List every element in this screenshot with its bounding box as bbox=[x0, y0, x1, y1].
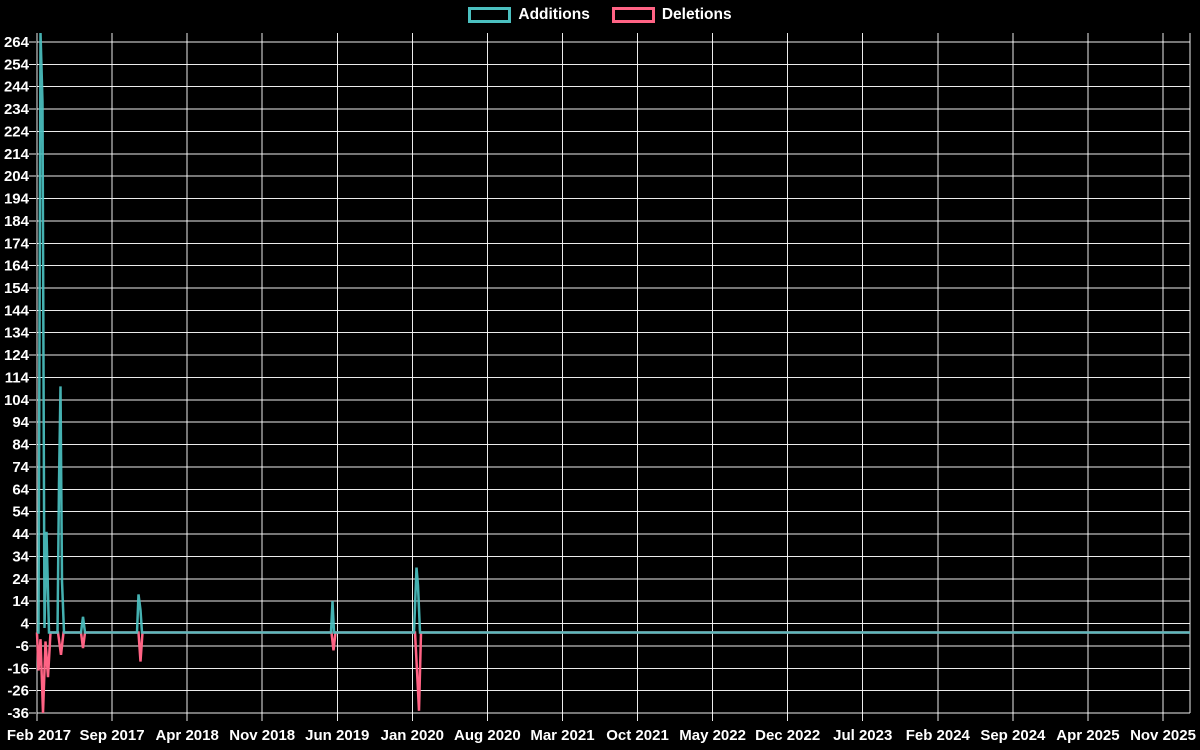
x-tick-label: Jan 2020 bbox=[381, 727, 444, 744]
y-tick-label: 74 bbox=[12, 459, 29, 476]
legend-label-deletions: Deletions bbox=[661, 6, 732, 24]
additions-swatch-icon bbox=[468, 7, 512, 23]
y-tick-label: 64 bbox=[12, 481, 29, 498]
y-tick-label: 164 bbox=[4, 258, 30, 275]
y-tick-label: -36 bbox=[7, 705, 29, 722]
y-tick-label: -16 bbox=[7, 660, 29, 677]
y-tick-label: 214 bbox=[4, 146, 30, 163]
x-tick-label: Feb 2024 bbox=[906, 727, 971, 744]
additions-line bbox=[37, 32, 1190, 634]
x-tick-label: Jul 2023 bbox=[833, 727, 892, 744]
y-tick-label: 134 bbox=[4, 325, 30, 342]
y-tick-label: 224 bbox=[4, 123, 30, 140]
x-axis: Feb 2017 Sep 2017 Apr 2018 Nov 2018 Jun 2019… bbox=[7, 713, 1196, 744]
y-tick-label: 244 bbox=[4, 79, 30, 96]
data-series bbox=[35, 32, 1190, 714]
y-tick-label: 4 bbox=[21, 616, 30, 633]
y-tick-label: 104 bbox=[4, 392, 30, 409]
x-tick-label: Apr 2018 bbox=[155, 727, 218, 744]
x-tick-label: Dec 2022 bbox=[755, 727, 820, 744]
x-tick-label: Nov 2018 bbox=[229, 727, 295, 744]
y-tick-label: 34 bbox=[12, 548, 29, 565]
y-tick-label: 24 bbox=[12, 571, 29, 588]
x-tick-label: May 2022 bbox=[679, 727, 746, 744]
x-tick-label: Jun 2019 bbox=[305, 727, 369, 744]
x-tick-label: Nov 2025 bbox=[1130, 727, 1196, 744]
legend-label-additions: Additions bbox=[518, 6, 590, 24]
y-tick-label: 254 bbox=[4, 56, 30, 73]
y-tick-label: 94 bbox=[12, 414, 29, 431]
y-tick-label: 184 bbox=[4, 213, 30, 230]
grid-lines bbox=[36, 33, 1191, 714]
legend-item-deletions[interactable]: Deletions bbox=[611, 6, 732, 24]
y-tick-label: 84 bbox=[12, 437, 29, 454]
legend-item-additions[interactable]: Additions bbox=[468, 6, 590, 24]
y-tick-label: 114 bbox=[5, 369, 30, 386]
y-tick-label: 124 bbox=[4, 347, 30, 364]
y-tick-label: 154 bbox=[4, 280, 30, 297]
x-tick-label: Oct 2021 bbox=[606, 727, 669, 744]
y-tick-label: 194 bbox=[4, 191, 30, 208]
x-tick-label: Sep 2017 bbox=[80, 727, 145, 744]
y-tick-label: -6 bbox=[16, 638, 29, 655]
x-tick-label: Sep 2024 bbox=[980, 727, 1046, 744]
y-tick-label: -26 bbox=[7, 683, 29, 700]
y-axis: 2642542442342242142041941841741641541441… bbox=[4, 34, 36, 722]
x-tick-label: Mar 2021 bbox=[530, 727, 594, 744]
deletions-swatch-icon bbox=[611, 7, 655, 23]
y-tick-label: 44 bbox=[12, 526, 29, 543]
y-tick-label: 54 bbox=[12, 504, 29, 521]
deletions-line bbox=[35, 631, 1190, 714]
x-tick-label: Feb 2017 bbox=[7, 727, 71, 744]
y-tick-label: 234 bbox=[4, 101, 30, 118]
y-tick-label: 204 bbox=[4, 168, 30, 185]
y-tick-label: 14 bbox=[12, 593, 29, 610]
y-tick-label: 144 bbox=[4, 302, 30, 319]
y-tick-label: 174 bbox=[4, 235, 30, 252]
x-tick-label: Apr 2025 bbox=[1056, 727, 1119, 744]
chart-legend: Additions Deletions bbox=[0, 7, 1200, 23]
y-tick-label: 264 bbox=[4, 34, 30, 51]
x-tick-label: Aug 2020 bbox=[454, 727, 521, 744]
